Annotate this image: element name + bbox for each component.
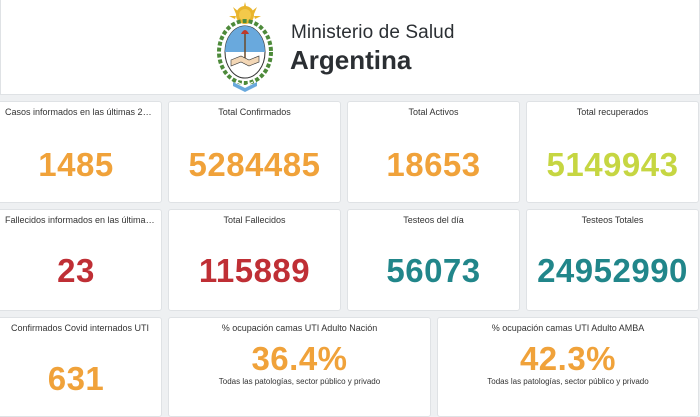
card-value: 5149943 (546, 146, 679, 183)
card-value: 1485 (38, 146, 114, 183)
coat-of-arms-icon (217, 2, 273, 92)
card-total-confirmed: Total Confirmados 5284485 (168, 101, 341, 203)
card-label: Confirmados Covid internados UTI (10, 323, 150, 333)
card-value: 42.3% (519, 340, 617, 377)
card-label: Total recuperados (576, 107, 649, 117)
ministry-country: Argentina (290, 45, 412, 75)
card-icu-covid: Confirmados Covid internados UTI 631 (0, 317, 162, 417)
card-note: Todas las patologías, sector público y p… (487, 377, 649, 386)
card-value: 23 (57, 252, 95, 289)
card-value: 115889 (198, 252, 311, 289)
header-banner: Ministerio de Salud Argentina (0, 0, 700, 95)
card-label: Total Activos (408, 107, 459, 117)
card-deaths-24h: Fallecidos informados en las últimas… 23 (0, 209, 162, 311)
card-label: Casos informados en las últimas 24… (5, 107, 157, 117)
card-tests-today: Testeos del día 56073 (347, 209, 520, 311)
card-label: Testeos del día (403, 215, 464, 225)
card-value: 56073 (386, 252, 481, 289)
card-value: 631 (47, 360, 105, 397)
card-icu-occupancy-nation: % ocupación camas UTI Adulto Nación 36.4… (168, 317, 431, 417)
card-note: Todas las patologías, sector público y p… (218, 377, 381, 386)
card-total-deaths: Total Fallecidos 115889 (168, 209, 341, 311)
card-total-recovered: Total recuperados 5149943 (526, 101, 699, 203)
card-value: 24952990 (537, 252, 688, 289)
card-total-active: Total Activos 18653 (347, 101, 520, 203)
card-value: 18653 (386, 146, 481, 183)
card-total-tests: Testeos Totales 24952990 (526, 209, 699, 311)
card-cases-24h: Casos informados en las últimas 24… 1485 (0, 101, 162, 203)
card-icu-occupancy-amba: % ocupación camas UTI Adulto AMBA 42.3% … (437, 317, 699, 417)
card-value: 36.4% (251, 340, 348, 377)
card-value: 5284485 (188, 146, 321, 183)
card-label: Total Confirmados (218, 107, 291, 117)
card-label: % ocupación camas UTI Adulto AMBA (491, 323, 645, 333)
card-label: Testeos Totales (581, 215, 644, 225)
card-label: % ocupación camas UTI Adulto Nación (221, 323, 378, 333)
card-label: Total Fallecidos (223, 215, 286, 225)
card-label: Fallecidos informados en las últimas… (5, 215, 160, 225)
ministry-title: Ministerio de Salud (291, 22, 455, 43)
